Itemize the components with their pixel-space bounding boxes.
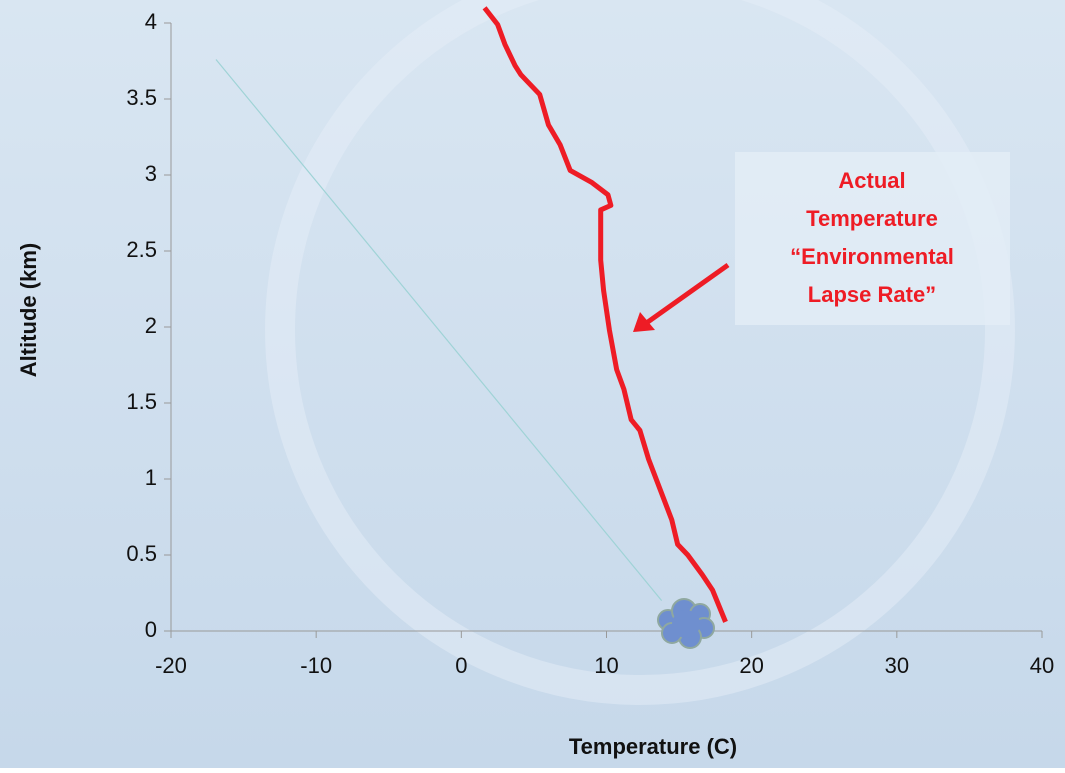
x-tick-label: 0 bbox=[455, 653, 467, 678]
y-tick-label: 4 bbox=[145, 9, 157, 34]
y-tick-label: 2.5 bbox=[126, 237, 157, 262]
series-line bbox=[215, 59, 663, 601]
y-tick-label: 3 bbox=[145, 161, 157, 186]
y-tick-label: 0 bbox=[145, 617, 157, 642]
x-tick-label: 10 bbox=[594, 653, 618, 678]
annotation-text: Lapse Rate” bbox=[808, 282, 936, 307]
y-tick-label: 1 bbox=[145, 465, 157, 490]
arrow-shaft bbox=[643, 262, 730, 327]
y-tick-label: 1.5 bbox=[126, 389, 157, 414]
annotation-box bbox=[735, 152, 1010, 325]
y-tick-label: 2 bbox=[145, 313, 157, 338]
decor bbox=[265, 0, 1015, 705]
annotation-text: Actual bbox=[838, 168, 905, 193]
arrow-head bbox=[633, 312, 655, 332]
x-tick-label: 30 bbox=[885, 653, 909, 678]
annotation-text: “Environmental bbox=[790, 244, 954, 269]
x-tick-label: 20 bbox=[739, 653, 763, 678]
y-tick-label: 3.5 bbox=[126, 85, 157, 110]
annotation-arrow bbox=[633, 262, 730, 332]
x-tick-label: -10 bbox=[300, 653, 332, 678]
x-tick-label: -20 bbox=[155, 653, 187, 678]
y-axis-title: Altitude (km) bbox=[16, 243, 41, 377]
parcel-cloud bbox=[657, 598, 715, 649]
annotation-text: Temperature bbox=[806, 206, 938, 231]
y-tick-label: 0.5 bbox=[126, 541, 157, 566]
x-axis-title: Temperature (C) bbox=[569, 734, 737, 759]
series-line bbox=[482, 6, 728, 623]
x-tick-label: 40 bbox=[1030, 653, 1054, 678]
